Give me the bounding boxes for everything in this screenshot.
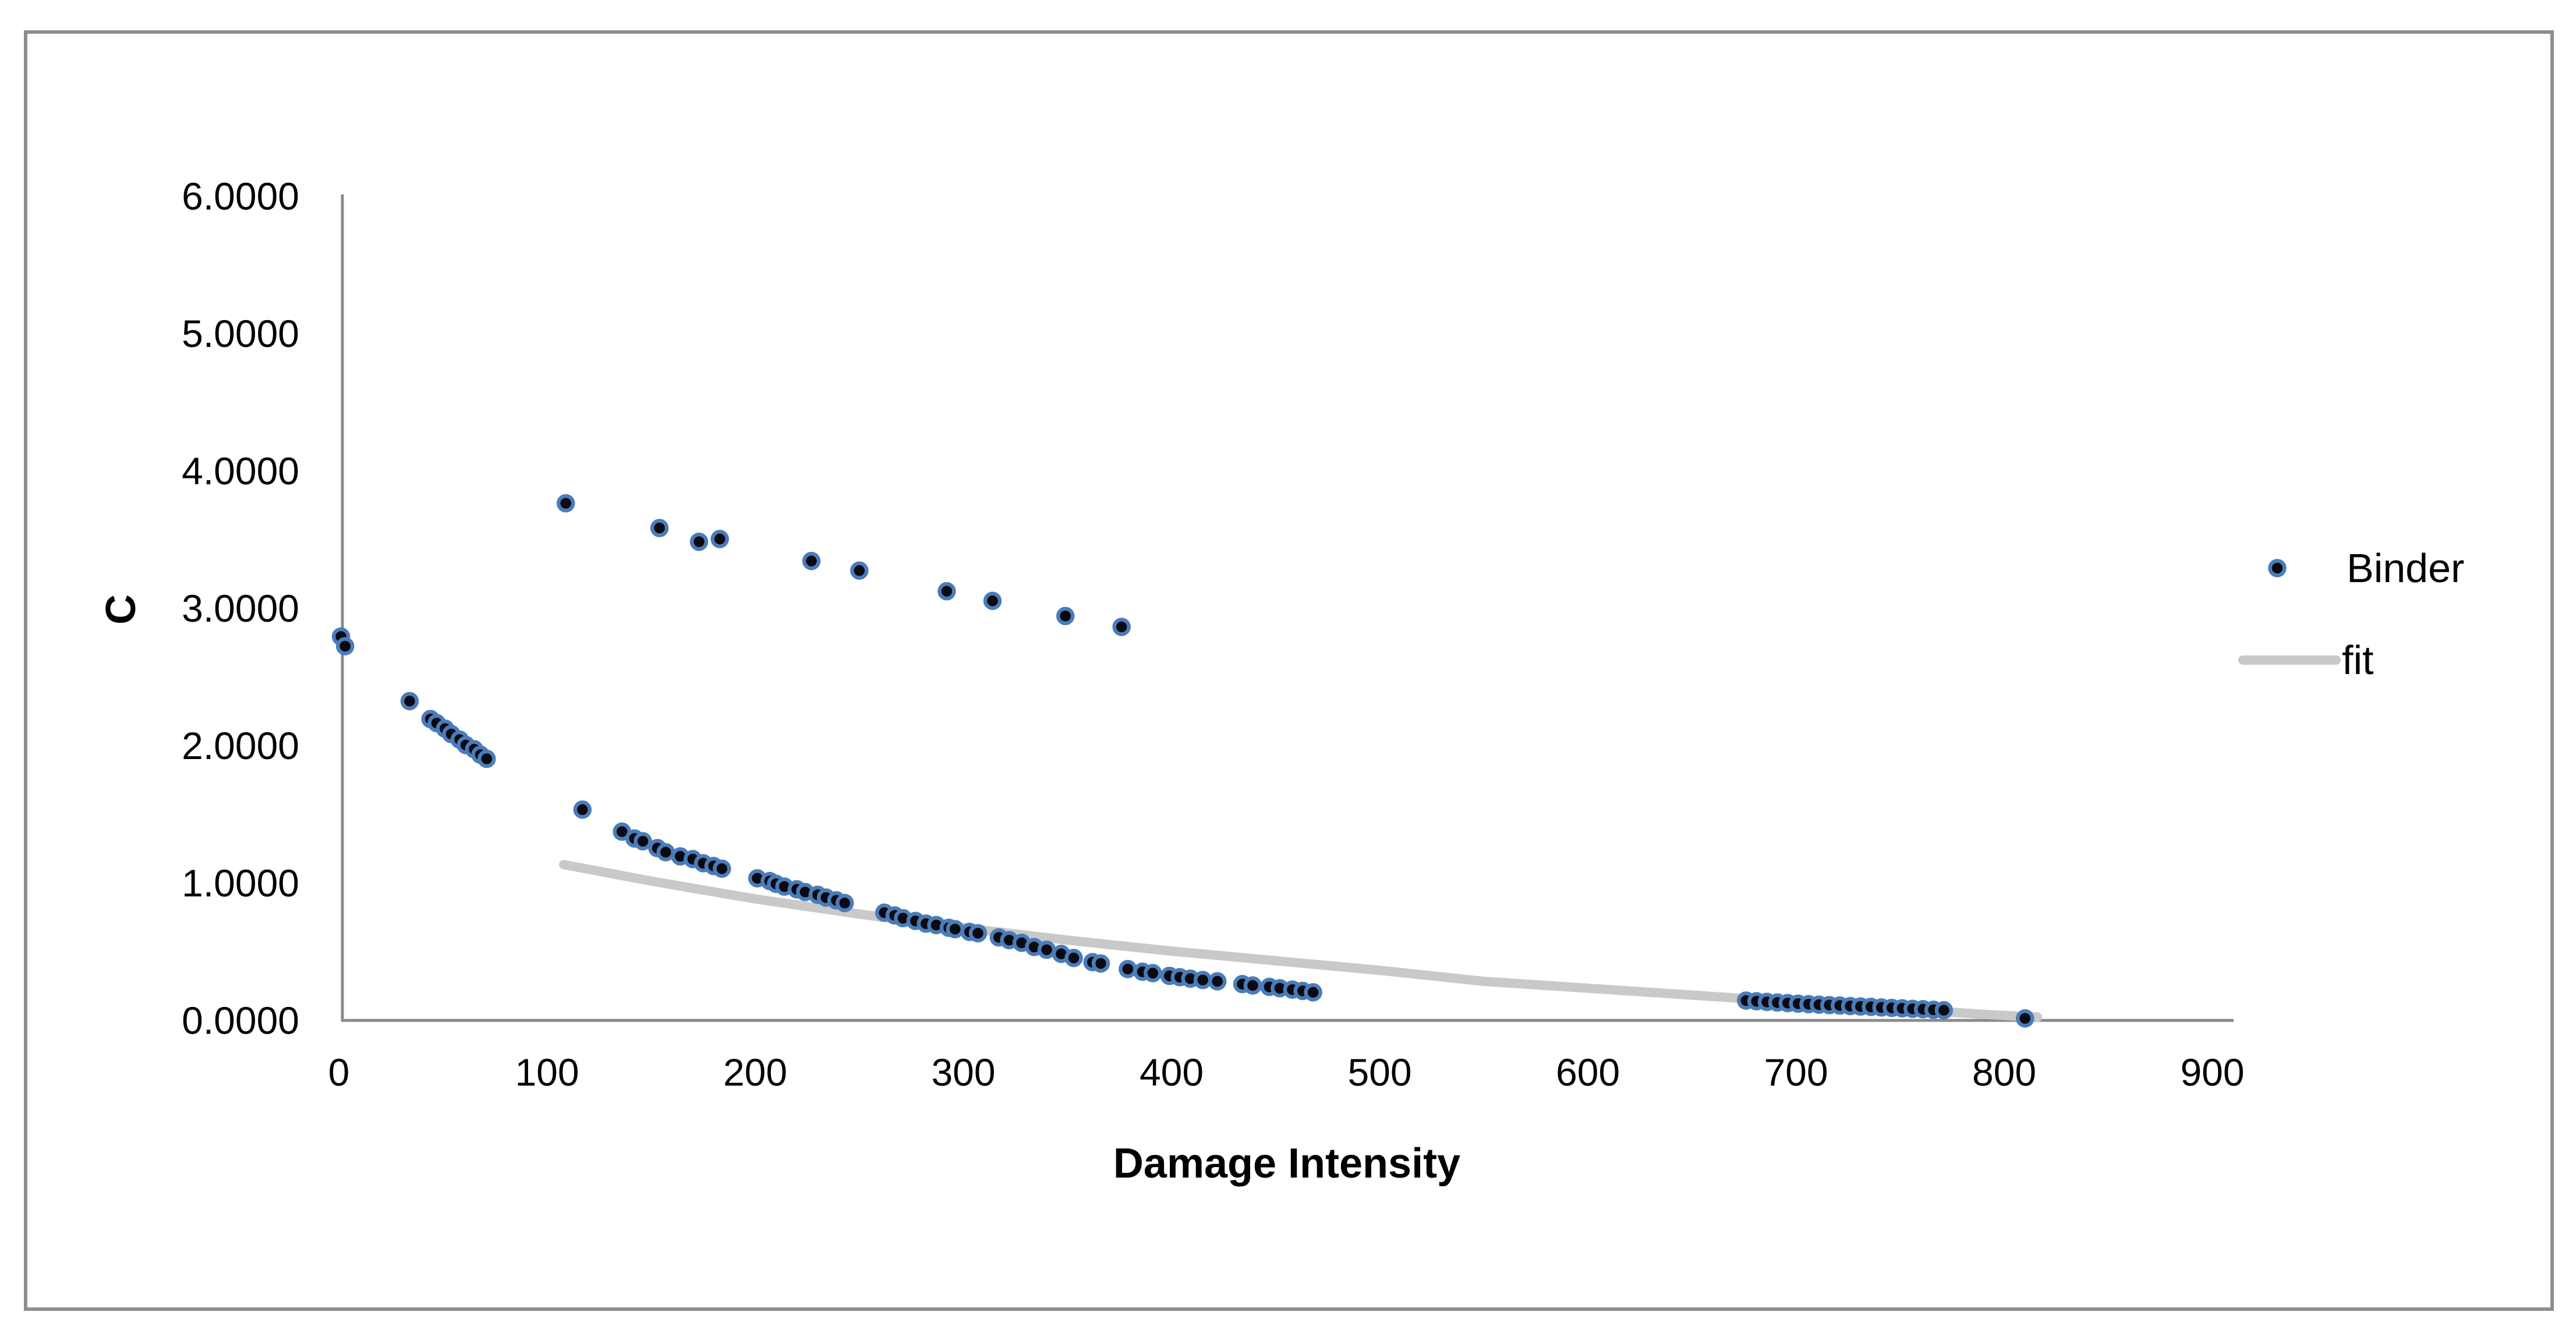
binder-data-point bbox=[1091, 954, 1110, 973]
x-tick-label: 100 bbox=[515, 1051, 579, 1094]
binder-data-point bbox=[1064, 949, 1083, 967]
binder-data-point bbox=[335, 637, 355, 655]
binder-data-point bbox=[1037, 940, 1056, 959]
x-tick-label: 300 bbox=[931, 1051, 995, 1094]
binder-scatter-series bbox=[331, 494, 2034, 1028]
legend-binder-label: Binder bbox=[2347, 545, 2464, 591]
binder-data-point bbox=[1144, 964, 1162, 983]
chart-border bbox=[24, 30, 2554, 1311]
y-axis-title: C bbox=[98, 594, 144, 625]
binder-data-point bbox=[983, 591, 1002, 610]
legend-binder-marker-icon bbox=[2268, 559, 2287, 577]
y-tick-label: 2.0000 bbox=[182, 724, 299, 767]
binder-data-point bbox=[2016, 1009, 2034, 1028]
binder-data-point bbox=[1056, 607, 1075, 625]
y-axis-tick-labels: 0.0000 1.0000 2.0000 3.0000 4.0000 5.0000 6.00… bbox=[182, 175, 299, 1042]
y-tick-label: 1.0000 bbox=[182, 861, 299, 905]
binder-data-point bbox=[802, 552, 821, 570]
binder-data-point bbox=[656, 843, 675, 861]
binder-data-point bbox=[850, 561, 869, 580]
binder-data-point bbox=[1119, 959, 1137, 978]
x-tick-label: 600 bbox=[1556, 1051, 1620, 1094]
binder-data-point bbox=[573, 800, 592, 819]
binder-data-point bbox=[1112, 618, 1131, 636]
binder-data-point bbox=[556, 494, 575, 513]
x-tick-label: 500 bbox=[1347, 1051, 1411, 1094]
binder-data-point bbox=[937, 582, 956, 601]
binder-data-point bbox=[1208, 972, 1227, 991]
binder-data-point bbox=[1934, 1001, 1954, 1020]
y-tick-label: 3.0000 bbox=[182, 587, 299, 630]
legend: Binder fit bbox=[2238, 545, 2464, 683]
x-axis-title: Damage Intensity bbox=[1113, 1140, 1460, 1187]
x-tick-label: 700 bbox=[1764, 1051, 1828, 1094]
binder-data-point bbox=[477, 749, 496, 768]
binder-data-point bbox=[710, 530, 729, 548]
binder-data-point bbox=[634, 832, 652, 850]
binder-data-point bbox=[1304, 983, 1322, 1002]
binder-data-point bbox=[1243, 976, 1262, 995]
binder-data-point bbox=[650, 519, 669, 537]
y-tick-label: 4.0000 bbox=[182, 449, 299, 492]
binder-data-point bbox=[968, 924, 988, 943]
y-tick-label: 5.0000 bbox=[182, 312, 299, 355]
binder-data-point bbox=[835, 894, 854, 913]
binder-data-point bbox=[946, 920, 964, 938]
binder-data-point bbox=[689, 532, 709, 551]
y-tick-label: 6.0000 bbox=[182, 175, 299, 218]
binder-data-point bbox=[713, 859, 731, 878]
binder-data-point bbox=[1193, 970, 1212, 990]
x-tick-label: 400 bbox=[1140, 1051, 1204, 1094]
binder-data-point bbox=[400, 692, 419, 711]
y-tick-label: 0.0000 bbox=[182, 999, 299, 1042]
x-axis-tick-labels: 0 100 200 300 400 500 600 700 800 900 bbox=[328, 1051, 2245, 1094]
x-tick-label: 800 bbox=[1972, 1051, 2036, 1094]
x-tick-label: 200 bbox=[723, 1051, 787, 1094]
x-tick-label: 900 bbox=[2180, 1051, 2244, 1094]
legend-fit-label: fit bbox=[2342, 637, 2373, 683]
x-tick-label: 0 bbox=[328, 1051, 350, 1094]
